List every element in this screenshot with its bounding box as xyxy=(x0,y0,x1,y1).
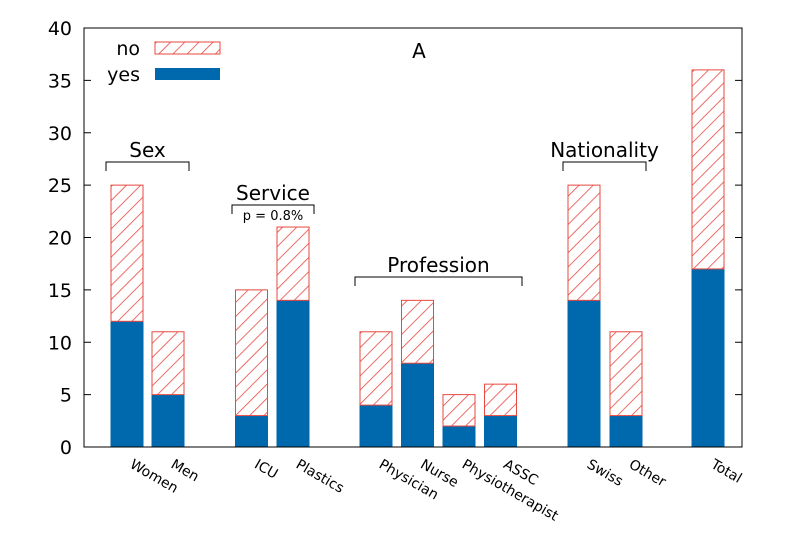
y-tick-label: 5 xyxy=(60,385,72,407)
bar-no-total xyxy=(691,69,725,270)
bar-no-physiotherapist xyxy=(442,394,476,427)
bar-yes-plastics xyxy=(276,300,310,447)
legend-label-yes: yes xyxy=(107,64,140,86)
bracket-line xyxy=(562,161,647,171)
chart-title: A xyxy=(412,39,426,63)
group-bracket-sex: Sex xyxy=(105,138,190,171)
y-tick-label: 15 xyxy=(48,280,72,302)
y-tick-label: 35 xyxy=(48,70,72,92)
group-label: Profession xyxy=(387,253,489,277)
legend-label-no: no xyxy=(116,38,140,60)
y-tick-label: 20 xyxy=(48,228,72,250)
bracket-line xyxy=(105,161,190,171)
bar-no-plastics xyxy=(276,226,310,301)
bar-yes-swiss xyxy=(567,300,601,447)
bar-no-icu xyxy=(235,289,268,417)
bar-yes-other xyxy=(609,415,643,447)
bar-yes-women xyxy=(110,321,144,447)
y-tick-label: 30 xyxy=(48,123,72,145)
x-category-label: ICU xyxy=(252,457,281,483)
y-tick-label: 40 xyxy=(48,18,72,40)
bar-yes-assc xyxy=(484,415,517,447)
x-category-label: Other xyxy=(626,457,669,491)
bar-yes-men xyxy=(151,394,185,447)
group-bracket-profession: Profession xyxy=(354,253,523,286)
bar-yes-physician xyxy=(359,405,393,447)
group-note: p = 0.8% xyxy=(243,209,303,224)
group-label: Nationality xyxy=(550,138,659,162)
legend-swatch-no xyxy=(154,41,221,55)
x-category-label: Total xyxy=(707,456,744,487)
bar-yes-total xyxy=(691,268,725,447)
y-tick-label: 10 xyxy=(48,332,72,354)
bar-no-swiss xyxy=(567,184,601,301)
bar-no-physician xyxy=(359,331,393,406)
y-tick-label: 25 xyxy=(48,175,72,197)
x-category-label: Plastics xyxy=(293,457,347,497)
bar-no-nurse xyxy=(401,299,434,364)
x-category-label: Swiss xyxy=(584,457,626,490)
bar-no-men xyxy=(151,331,185,396)
bar-yes-icu xyxy=(235,415,268,447)
legend-swatch-yes xyxy=(155,68,220,80)
group-bracket-nationality: Nationality xyxy=(550,138,659,171)
group-bracket-service: Service p = 0.8% xyxy=(231,181,315,224)
bar-no-assc xyxy=(484,383,517,417)
group-label: Sex xyxy=(129,138,166,162)
bar-yes-physiotherapist xyxy=(442,426,476,447)
group-label: Service xyxy=(236,181,310,205)
bar-yes-nurse xyxy=(401,363,434,447)
bar-no-women xyxy=(110,184,144,322)
bracket-line xyxy=(231,204,315,214)
bracket-line xyxy=(354,276,523,286)
bar-no-other xyxy=(609,331,643,417)
y-tick-label: 0 xyxy=(60,437,72,459)
